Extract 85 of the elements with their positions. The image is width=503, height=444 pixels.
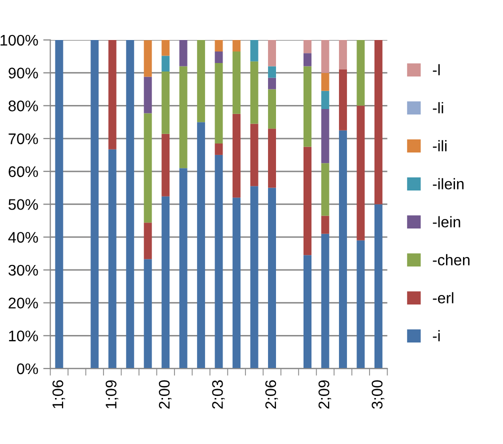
bar [179,40,188,66]
bar [268,40,276,66]
bar [232,51,241,114]
bar [304,40,312,54]
bar [356,106,365,240]
bar [250,124,258,186]
bar [304,66,312,147]
bar [214,154,223,369]
bar [108,40,116,150]
y-tick-label: 20% [8,298,38,308]
legend-label: -chen [432,254,470,266]
x-tick-label: 2;06 [265,380,278,409]
legend-label: -lein [432,216,460,228]
y-tick-label: 30% [8,264,38,276]
y-tick-label: 60% [8,166,38,178]
bar [304,146,312,256]
x-tick-label: 1;06 [52,380,66,408]
y-tick-label: 100% [0,34,38,46]
bar [268,128,276,188]
bar [374,40,382,204]
y-tick-label: 80% [8,100,38,112]
bar [214,143,223,155]
y-tick-label: 0% [17,363,38,374]
bar [356,40,365,106]
bar [179,168,188,369]
bar [321,90,330,109]
bar [268,78,276,90]
bar [304,255,312,369]
bar [321,234,330,369]
x-tick-label: 2;03 [212,380,225,409]
bar [108,149,116,369]
bar [321,216,330,234]
legend-label: -ilein [432,178,464,190]
bar [338,130,347,369]
bar [162,134,170,196]
bar [268,89,276,129]
bar [144,40,152,77]
bar [214,40,223,52]
bar [250,61,258,124]
bar [179,66,188,168]
bar [162,72,170,134]
x-tick-label: 3;00 [372,380,384,409]
y-tick-label: 10% [9,330,38,342]
bar [90,40,99,369]
bar [144,222,152,260]
bar [321,108,330,164]
bar [126,40,134,369]
bar [250,40,258,62]
bar [374,204,382,369]
bar [321,163,330,216]
bar [268,66,276,78]
bar [197,122,206,369]
bar [144,76,152,114]
bar [162,196,170,369]
bar [232,40,241,52]
bar [214,62,223,144]
bar [197,40,206,122]
legend-label: -ili [432,140,446,152]
bar [356,240,365,369]
bar [338,40,347,70]
legend-label: -li [432,102,444,114]
y-tick-label: 90% [8,68,38,78]
bar [321,72,330,91]
x-tick-label: 2;09 [318,380,332,409]
bar [144,259,152,369]
bar [55,40,64,369]
legend-label: -i [432,330,440,342]
bar [250,186,258,369]
legend-label: -erl [432,292,454,304]
bar [268,188,276,369]
bar [214,51,223,63]
x-tick-label: 2;00 [158,380,172,409]
bar [304,53,312,66]
x-tick-label: 1;09 [106,380,118,408]
bar [162,40,170,56]
y-tick-label: 40% [8,232,38,243]
legend-label: -l [432,64,440,76]
bar [321,40,330,73]
bar [162,56,170,72]
bar [338,70,347,130]
bar [144,113,152,223]
y-tick-label: 70% [8,133,38,144]
bar [232,198,241,369]
y-tick-label: 50% [8,199,38,210]
bar [232,114,241,198]
